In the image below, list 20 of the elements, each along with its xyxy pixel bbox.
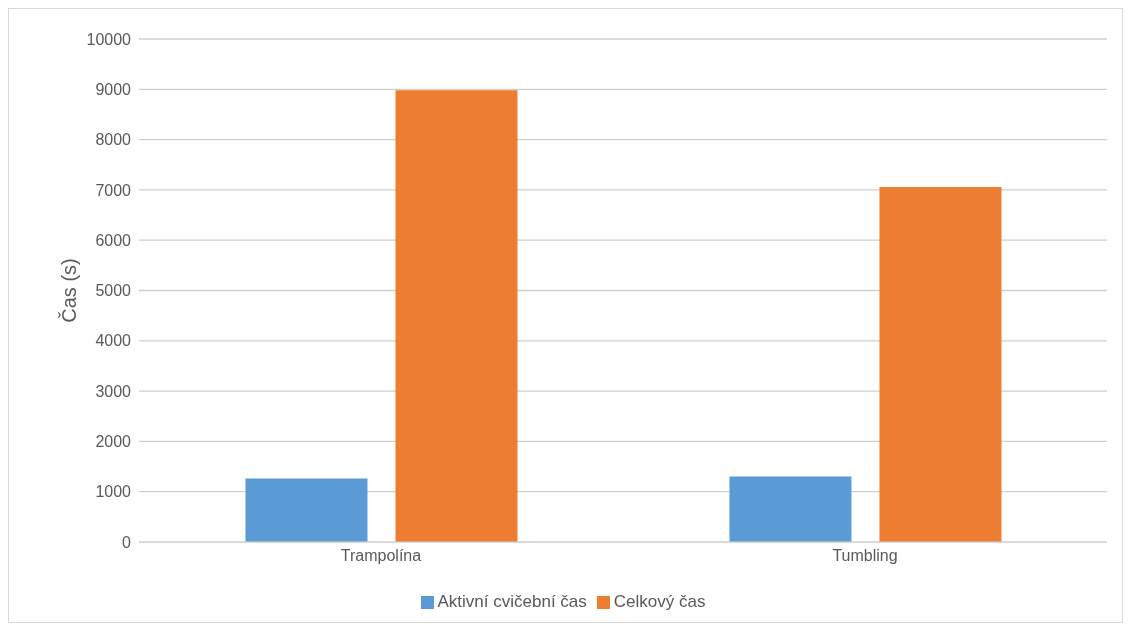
y-tick-label: 1000 (95, 483, 132, 501)
y-axis-title: Čas (s) (58, 258, 81, 323)
x-tick-label: Tumbling (832, 547, 898, 565)
y-tick-label: 5000 (95, 282, 132, 300)
x-tick-label: Trampolína (340, 547, 422, 565)
bar (729, 476, 852, 542)
y-tick-label: 10000 (86, 30, 132, 48)
y-tick-label: 4000 (95, 332, 132, 350)
bar (879, 186, 1002, 542)
legend-label: Celkový čas (613, 592, 706, 611)
y-tick-label: 3000 (95, 382, 132, 400)
legend-label: Aktivní cvičební čas (437, 592, 587, 611)
y-tick-label: 8000 (95, 131, 132, 149)
y-tick-label: 0 (122, 533, 132, 551)
y-tick-label: 2000 (95, 433, 132, 451)
y-tick-label: 7000 (95, 181, 132, 199)
bar (245, 478, 368, 542)
bar (395, 90, 518, 542)
y-tick-label: 9000 (95, 80, 132, 98)
y-tick-label: 6000 (95, 231, 132, 249)
